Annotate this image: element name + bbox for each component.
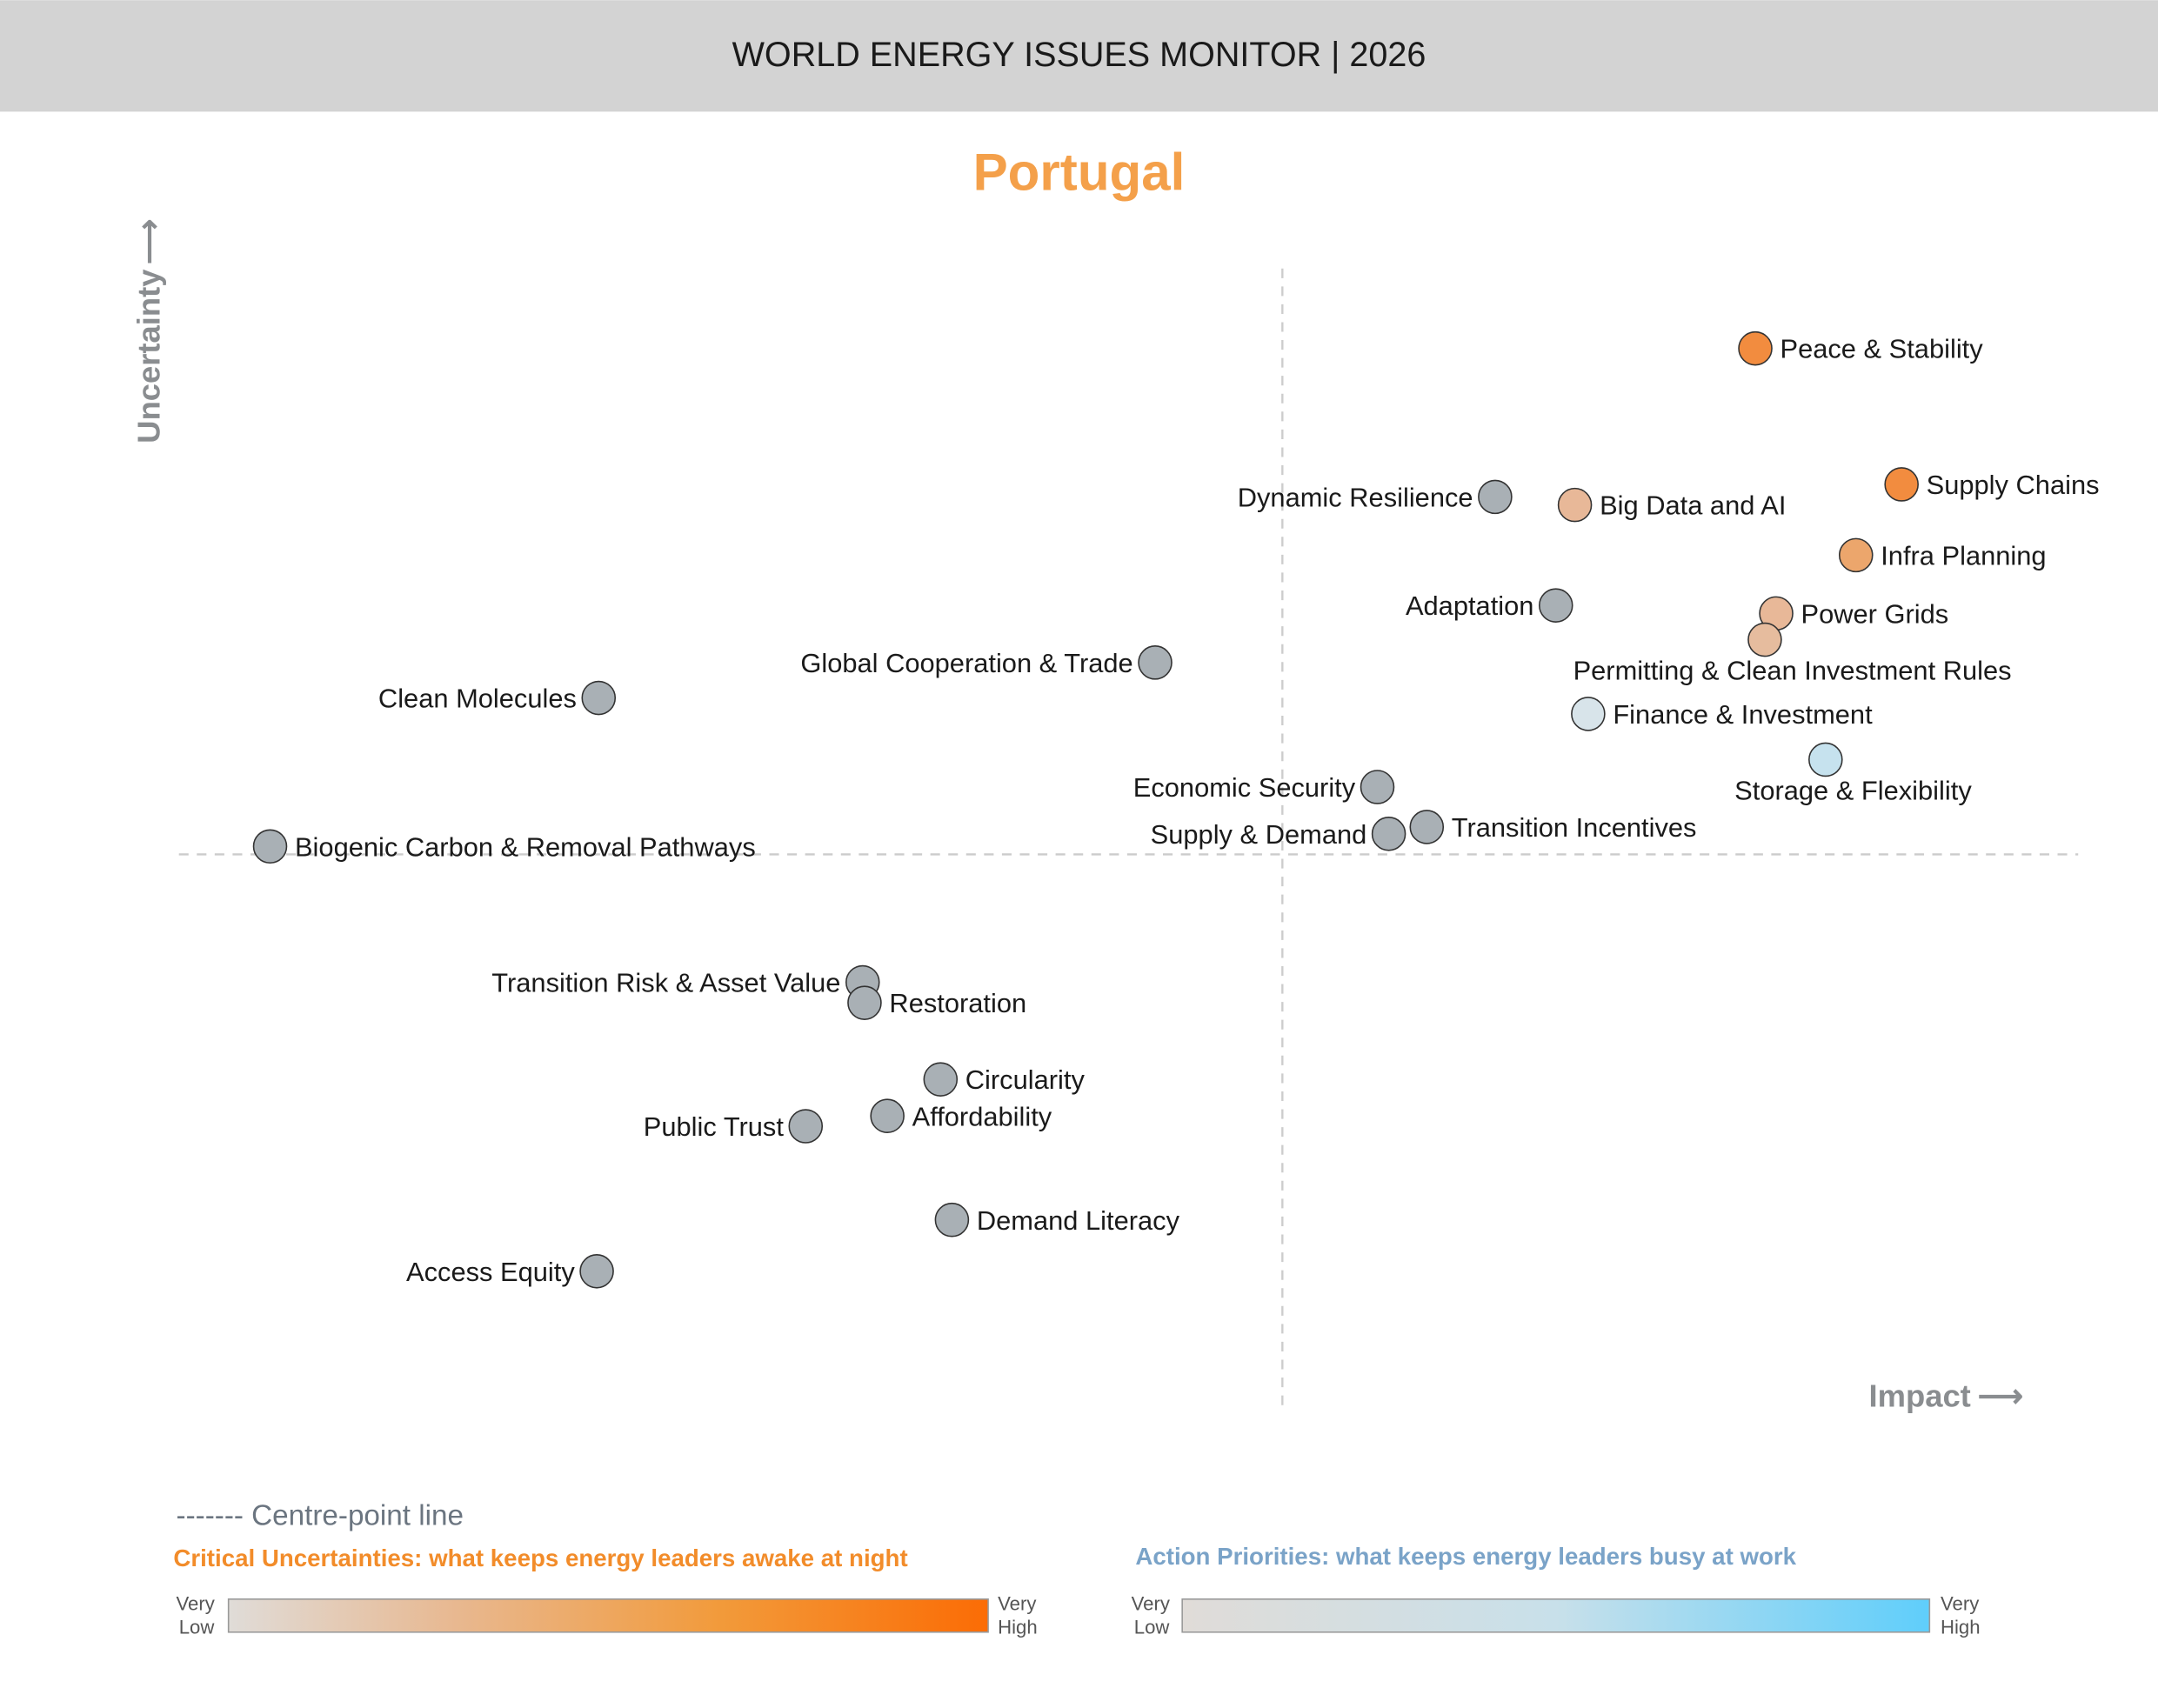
data-point-label: Adaptation <box>1406 590 1534 621</box>
data-point-label: Supply Chains <box>1927 470 2100 500</box>
data-point <box>788 1109 824 1144</box>
x-axis-arrow-icon: ⟶ <box>1978 1378 2023 1413</box>
data-point <box>1557 487 1593 523</box>
y-axis-arrow-icon: ⟶ <box>131 219 167 264</box>
data-point <box>581 680 617 716</box>
data-point-label: Access Equity <box>406 1257 575 1287</box>
data-point <box>1538 588 1573 623</box>
data-point <box>847 985 882 1020</box>
legend-critical-title: Critical Uncertainties: what keeps energ… <box>173 1545 907 1571</box>
data-point <box>870 1098 905 1133</box>
x-axis-label: Impact ⟶ <box>1869 1378 2023 1413</box>
data-point <box>1571 697 1606 731</box>
legend-critical-low-2: Low <box>179 1616 216 1638</box>
legend-critical-low-1: Very <box>177 1592 216 1614</box>
data-point-label: Demand Literacy <box>977 1205 1180 1236</box>
data-point-label: Circularity <box>965 1064 1086 1095</box>
legend-critical-gradient <box>227 1598 989 1633</box>
data-point <box>934 1202 970 1238</box>
header-title: WORLD ENERGY ISSUES MONITOR | 2026 <box>732 36 1426 74</box>
header-bar <box>0 0 2158 112</box>
legend-critical-high-1: Very <box>998 1592 1037 1614</box>
data-point <box>923 1062 959 1097</box>
data-point <box>1138 645 1173 680</box>
data-point <box>1409 810 1445 844</box>
legend-action-high-2: High <box>1941 1616 1981 1638</box>
legend-critical-uncertainties: Critical Uncertainties: what keeps energ… <box>173 1545 1037 1638</box>
data-point-label: Transition Risk & Asset Value <box>491 968 840 998</box>
x-axis-title: Impact <box>1869 1378 1971 1413</box>
data-point-label: Permitting & Clean Investment Rules <box>1573 655 2012 685</box>
scatter-points: Peace & Stability Supply Chains Dynamic Re… <box>252 330 2100 1289</box>
legend-centre-line: ------- Centre-point line <box>177 1499 464 1531</box>
data-point-label: Power Grids <box>1801 598 1949 629</box>
data-point-label: Storage & Flexibility <box>1734 775 1972 805</box>
y-axis-label: Uncertainty ⟶ <box>131 219 167 444</box>
data-point <box>1747 622 1782 657</box>
data-point <box>1738 330 1773 366</box>
data-point-label: Restoration <box>889 988 1026 1018</box>
data-point-label: Public Trust <box>644 1111 785 1142</box>
data-point <box>1838 537 1874 573</box>
data-point-label: Transition Incentives <box>1452 812 1697 843</box>
data-point <box>1884 467 1919 502</box>
data-point-label: Economic Security <box>1133 772 1356 803</box>
legend-action-title: Action Priorities: what keeps energy lea… <box>1135 1543 1796 1570</box>
data-point-label: Global Cooperation & Trade <box>800 648 1132 678</box>
data-point-label: Clean Molecules <box>378 684 577 714</box>
chart-title: Portugal <box>973 143 1186 202</box>
data-point-label: Peace & Stability <box>1781 334 1984 364</box>
data-point-label: Biogenic Carbon & Removal Pathways <box>295 831 756 862</box>
data-point-label: Supply & Demand <box>1151 819 1367 850</box>
data-point <box>1808 742 1843 777</box>
legend-action-priorities: Action Priorities: what keeps energy lea… <box>1132 1543 1981 1638</box>
y-axis-title: Uncertainty <box>131 269 167 444</box>
legend-critical-high-2: High <box>998 1616 1038 1638</box>
data-point <box>252 829 288 864</box>
data-point <box>579 1254 614 1289</box>
data-point-label: Big Data and AI <box>1600 490 1786 521</box>
legend-action-high-1: Very <box>1941 1592 1980 1614</box>
data-point-label: Finance & Investment <box>1613 699 1873 730</box>
data-point <box>1478 479 1513 515</box>
data-point-label: Affordability <box>912 1101 1052 1131</box>
data-point <box>1371 817 1406 851</box>
legend-action-low-1: Very <box>1132 1592 1171 1614</box>
data-point-label: Dynamic Resilience <box>1238 482 1473 512</box>
legend-action-low-2: Low <box>1134 1616 1171 1638</box>
data-point-label: Infra Planning <box>1881 540 2046 570</box>
data-point <box>1360 770 1395 804</box>
legend-action-gradient <box>1181 1598 1931 1633</box>
